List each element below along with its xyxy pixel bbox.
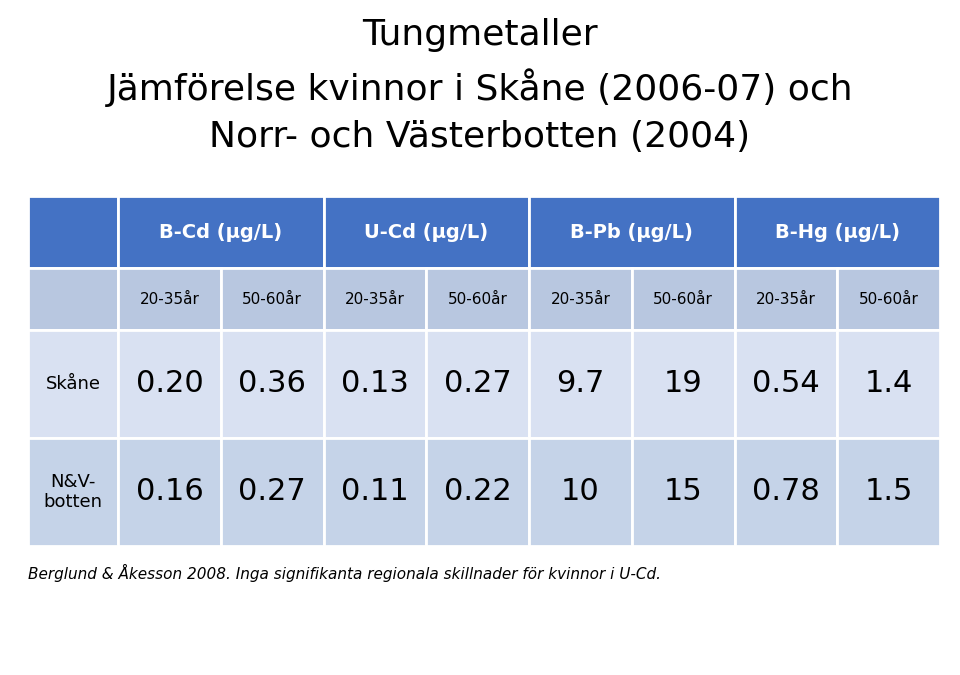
Bar: [837, 438, 940, 546]
Text: 1.5: 1.5: [864, 477, 913, 506]
Text: 20-35år: 20-35år: [756, 292, 816, 306]
Text: 0.36: 0.36: [238, 369, 306, 398]
Text: 10: 10: [561, 477, 600, 506]
Text: 0.22: 0.22: [444, 477, 512, 506]
Text: 50-60år: 50-60år: [447, 292, 508, 306]
Bar: [426, 330, 529, 438]
Text: 0.16: 0.16: [135, 477, 204, 506]
Text: B-Hg (μg/L): B-Hg (μg/L): [775, 223, 900, 242]
Bar: [529, 438, 632, 546]
Bar: [734, 330, 837, 438]
Bar: [734, 196, 940, 268]
Text: 50-60år: 50-60år: [858, 292, 919, 306]
Text: Norr- och Västerbotten (2004): Norr- och Västerbotten (2004): [209, 120, 751, 154]
Bar: [324, 196, 529, 268]
Text: B-Cd (μg/L): B-Cd (μg/L): [159, 223, 282, 242]
Text: 0.27: 0.27: [238, 477, 306, 506]
Bar: [426, 438, 529, 546]
Text: 20-35år: 20-35år: [345, 292, 405, 306]
Bar: [324, 268, 426, 330]
Text: 15: 15: [663, 477, 703, 506]
Bar: [324, 330, 426, 438]
Text: Skåne: Skåne: [45, 375, 101, 393]
Bar: [118, 330, 221, 438]
Text: 0.54: 0.54: [752, 369, 820, 398]
Bar: [28, 438, 118, 546]
Bar: [221, 330, 324, 438]
Bar: [118, 268, 221, 330]
Bar: [632, 438, 734, 546]
Text: 20-35år: 20-35år: [139, 292, 200, 306]
Text: 20-35år: 20-35år: [550, 292, 611, 306]
Text: 50-60år: 50-60år: [653, 292, 713, 306]
Text: Tungmetaller: Tungmetaller: [362, 18, 598, 52]
Bar: [118, 196, 324, 268]
Bar: [324, 438, 426, 546]
Text: Berglund & Åkesson 2008. Inga signifikanta regionala skillnader för kvinnor i U-: Berglund & Åkesson 2008. Inga signifikan…: [28, 564, 661, 582]
Bar: [837, 330, 940, 438]
Text: 9.7: 9.7: [556, 369, 605, 398]
Text: U-Cd (μg/L): U-Cd (μg/L): [364, 223, 489, 242]
Text: 19: 19: [663, 369, 703, 398]
Bar: [221, 438, 324, 546]
Bar: [28, 196, 118, 268]
Text: 50-60år: 50-60år: [242, 292, 302, 306]
Text: 0.11: 0.11: [341, 477, 409, 506]
Bar: [426, 268, 529, 330]
Text: Jämförelse kvinnor i Skåne (2006-07) och: Jämförelse kvinnor i Skåne (2006-07) och: [107, 68, 853, 107]
Bar: [529, 196, 734, 268]
Text: N&V-
botten: N&V- botten: [43, 472, 103, 512]
Text: 0.13: 0.13: [341, 369, 409, 398]
Text: 0.78: 0.78: [752, 477, 820, 506]
Bar: [28, 330, 118, 438]
Bar: [632, 268, 734, 330]
Text: 0.27: 0.27: [444, 369, 512, 398]
Bar: [837, 268, 940, 330]
Bar: [529, 268, 632, 330]
Bar: [529, 330, 632, 438]
Bar: [118, 438, 221, 546]
Bar: [632, 330, 734, 438]
Bar: [734, 268, 837, 330]
Bar: [221, 268, 324, 330]
Bar: [734, 438, 837, 546]
Text: 1.4: 1.4: [864, 369, 913, 398]
Text: B-Pb (μg/L): B-Pb (μg/L): [570, 223, 693, 242]
Text: 0.20: 0.20: [135, 369, 204, 398]
Bar: [28, 268, 118, 330]
